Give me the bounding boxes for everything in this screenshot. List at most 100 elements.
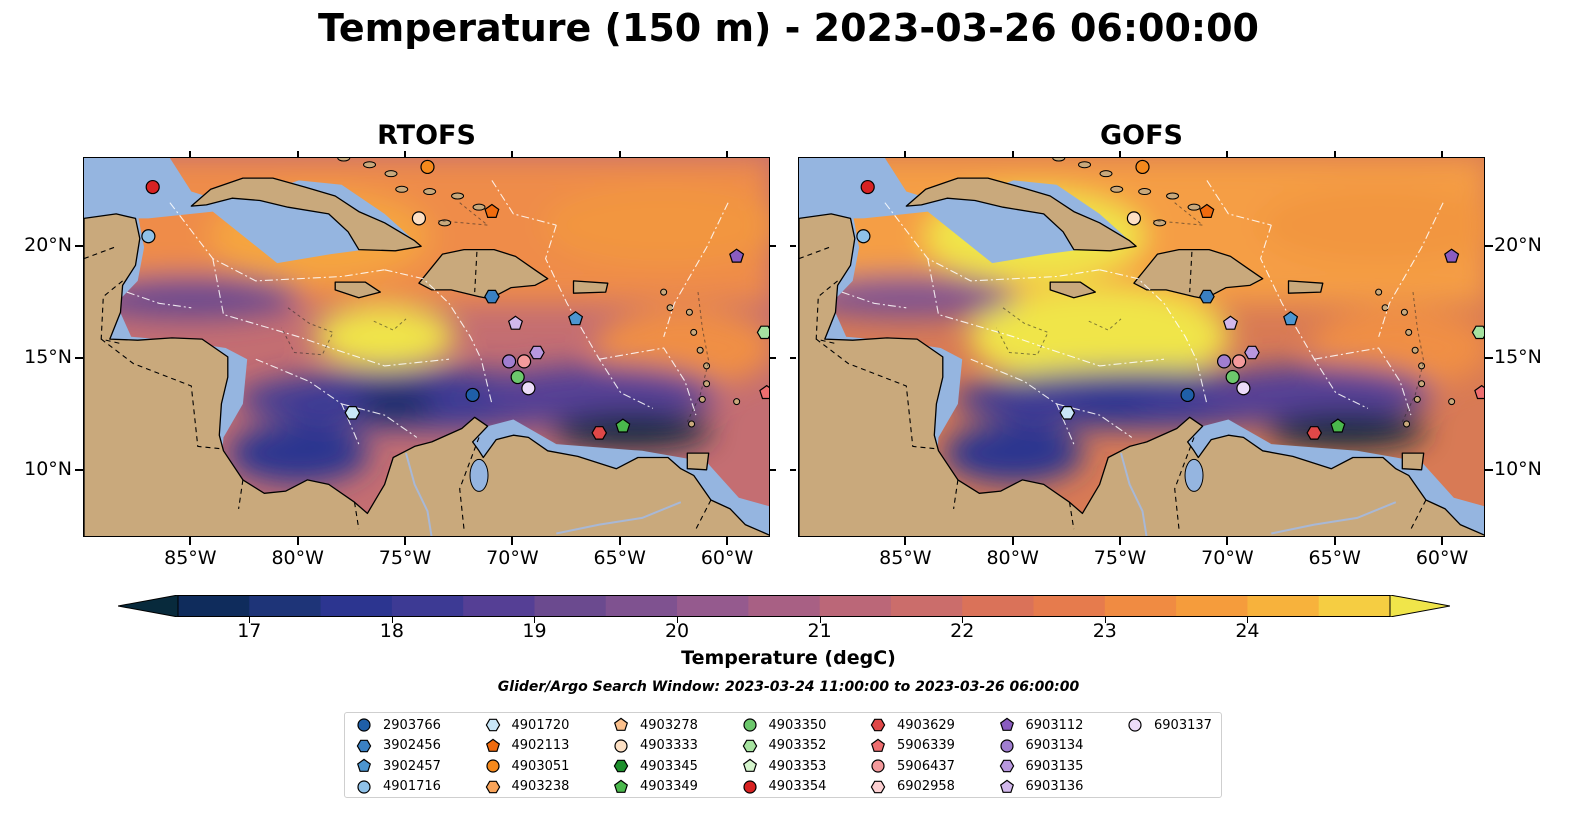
colorbar-segment [249, 595, 322, 617]
colorbar-tick-mark [391, 617, 393, 623]
float-marker[interactable] [1225, 369, 1240, 385]
float-marker[interactable] [1199, 203, 1215, 219]
legend-marker-icon [999, 738, 1014, 753]
float-marker[interactable] [517, 354, 532, 369]
legend-marker[interactable] [742, 779, 757, 794]
eez-boundary [1206, 180, 1272, 226]
lon-tick-mark [1441, 537, 1444, 545]
float-marker[interactable] [1126, 211, 1142, 226]
legend-marker[interactable] [742, 718, 757, 732]
legend-marker[interactable] [614, 738, 628, 753]
colorbar-tick-mark [1247, 617, 1249, 623]
land-island [472, 203, 486, 211]
float-marker[interactable] [1059, 406, 1076, 420]
float-marker[interactable] [141, 229, 156, 244]
lat-tick-label: 20°N [24, 234, 72, 257]
float-marker[interactable] [344, 406, 361, 420]
land-island [1448, 398, 1456, 406]
legend-marker[interactable] [870, 718, 886, 732]
float-marker[interactable] [756, 325, 770, 340]
legend-marker[interactable] [871, 759, 885, 773]
colorbar-tick-mark [819, 617, 821, 623]
float-marker[interactable] [1306, 426, 1323, 440]
float-marker[interactable] [1474, 384, 1485, 400]
legend-marker[interactable] [999, 738, 1014, 753]
float-marker[interactable] [145, 179, 160, 195]
float-marker[interactable] [1283, 311, 1299, 326]
float-marker[interactable] [484, 289, 500, 304]
legend-marker[interactable] [613, 717, 629, 731]
float-marker[interactable] [860, 179, 875, 195]
map-panel-rtofs[interactable] [83, 157, 770, 537]
float-marker[interactable] [1222, 315, 1239, 330]
land-island [1413, 395, 1421, 403]
float-marker[interactable] [411, 211, 427, 226]
land-puerto-rico [1287, 280, 1324, 294]
float-marker[interactable] [591, 426, 608, 440]
colorbar-segment [1318, 595, 1391, 617]
isobath-contour [1401, 292, 1425, 423]
lon-tick-mark [726, 537, 729, 545]
legend-marker[interactable] [613, 779, 629, 793]
float-marker[interactable] [507, 315, 524, 330]
float-marker[interactable] [1199, 289, 1215, 304]
float-marker[interactable] [501, 354, 517, 369]
legend-marker[interactable] [999, 759, 1014, 773]
country-border [100, 338, 220, 450]
legend-item: 4902113 [484, 736, 569, 756]
eez-boundary [1099, 269, 1208, 405]
float-marker[interactable] [1444, 248, 1460, 263]
lat-tick-mark [1485, 357, 1493, 360]
land-island [660, 288, 668, 296]
land-island [1418, 380, 1426, 388]
float-marker[interactable] [615, 418, 631, 433]
legend-marker[interactable] [485, 718, 500, 732]
float-marker[interactable] [568, 311, 584, 326]
legend-marker[interactable] [999, 717, 1014, 731]
legend-marker[interactable] [870, 738, 886, 752]
map-panel-gofs[interactable] [798, 157, 1485, 537]
legend-marker[interactable] [357, 718, 371, 732]
legend-marker[interactable] [613, 759, 629, 773]
legend-marker[interactable] [870, 780, 886, 793]
float-marker[interactable] [1232, 354, 1247, 369]
float-marker[interactable] [521, 381, 536, 396]
legend-marker[interactable] [357, 779, 371, 794]
eez-boundary [841, 291, 907, 309]
colorbar-outline [177, 595, 1391, 617]
lon-tick-label: 80°W [986, 547, 1039, 569]
legend-label: 4901716 [383, 779, 441, 794]
lat-tick-mark [790, 245, 796, 248]
legend-marker[interactable] [485, 780, 500, 793]
float-marker[interactable] [1216, 354, 1232, 369]
legend-marker[interactable] [356, 758, 372, 772]
colorbar-tick-mark [1104, 617, 1106, 623]
legend-marker[interactable] [742, 739, 757, 752]
float-marker[interactable] [1236, 381, 1251, 396]
float-marker[interactable] [529, 345, 545, 360]
legend-marker[interactable] [742, 758, 757, 772]
colorbar-tick-label: 19 [522, 620, 547, 642]
isobath-contour [1088, 318, 1122, 331]
legend-marker[interactable] [485, 759, 500, 773]
legend-marker[interactable] [485, 738, 500, 752]
float-marker[interactable] [420, 159, 435, 175]
lat-tick-mark [770, 245, 776, 248]
legend-marker[interactable] [999, 779, 1014, 793]
legend-label: 6903134 [1025, 738, 1084, 753]
float-marker[interactable] [1330, 418, 1346, 433]
legend-marker[interactable] [356, 739, 372, 752]
float-marker[interactable] [856, 229, 871, 244]
float-marker[interactable] [1471, 325, 1485, 340]
float-marker[interactable] [759, 384, 770, 400]
float-marker[interactable] [1244, 345, 1260, 360]
float-marker[interactable] [465, 387, 480, 403]
eez-boundary [884, 202, 1100, 282]
float-marker[interactable] [729, 248, 745, 263]
legend-label: 3902456 [383, 738, 441, 753]
float-marker[interactable] [1180, 387, 1195, 403]
legend-marker[interactable] [1128, 718, 1142, 732]
float-marker[interactable] [484, 203, 500, 219]
float-marker[interactable] [510, 369, 525, 385]
float-marker[interactable] [1135, 159, 1150, 175]
